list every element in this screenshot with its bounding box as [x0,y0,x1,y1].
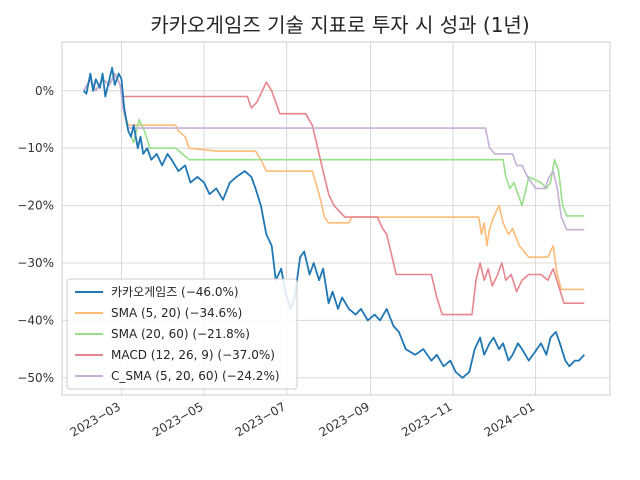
series-line-0 [82,66,585,379]
x-tick-label: 2023−07 [233,399,288,439]
y-tick-label: −20% [17,199,54,213]
legend-box [66,278,298,390]
legend-label: MACD (12, 26, 9) (−37.0%) [111,348,275,362]
x-tick-label: 2024−01 [482,399,537,439]
legend-label: 카카오게임즈 (−46.0%) [111,285,239,299]
x-tick-label: 2023−03 [68,399,123,439]
series-line-1 [82,72,585,291]
y-tick-label: −10% [17,141,54,155]
legend-label: SMA (5, 20) (−34.6%) [111,306,242,320]
x-tick-label: 2023−05 [150,399,205,439]
y-axis-ticks: 0% −10% −20% −30% −40% −50% [17,84,54,385]
y-tick-label: −50% [17,371,54,385]
y-tick-label: 0% [35,84,54,98]
series-line-3 [82,72,585,316]
plot-frame [61,41,611,396]
x-tick-label: 2023−09 [317,399,372,439]
legend: 카카오게임즈 (−46.0%) SMA (5, 20) (−34.6%) SMA (… [66,278,298,390]
legend-label: C_SMA (5, 20, 60) (−24.2%) [111,369,280,383]
chart-title: 카카오게임즈 기술 지표로 투자 시 성과 (1년) [150,13,529,37]
series-lines [82,66,585,379]
x-tick-label: 2023−11 [399,399,454,439]
series-line-2 [82,72,585,217]
x-axis-ticks: 2023−03 2023−05 2023−07 2023−09 2023−11 2024−… [68,399,537,439]
y-tick-label: −40% [17,313,54,327]
y-tick-label: −30% [17,256,54,270]
legend-label: SMA (20, 60) (−21.8%) [111,327,250,341]
